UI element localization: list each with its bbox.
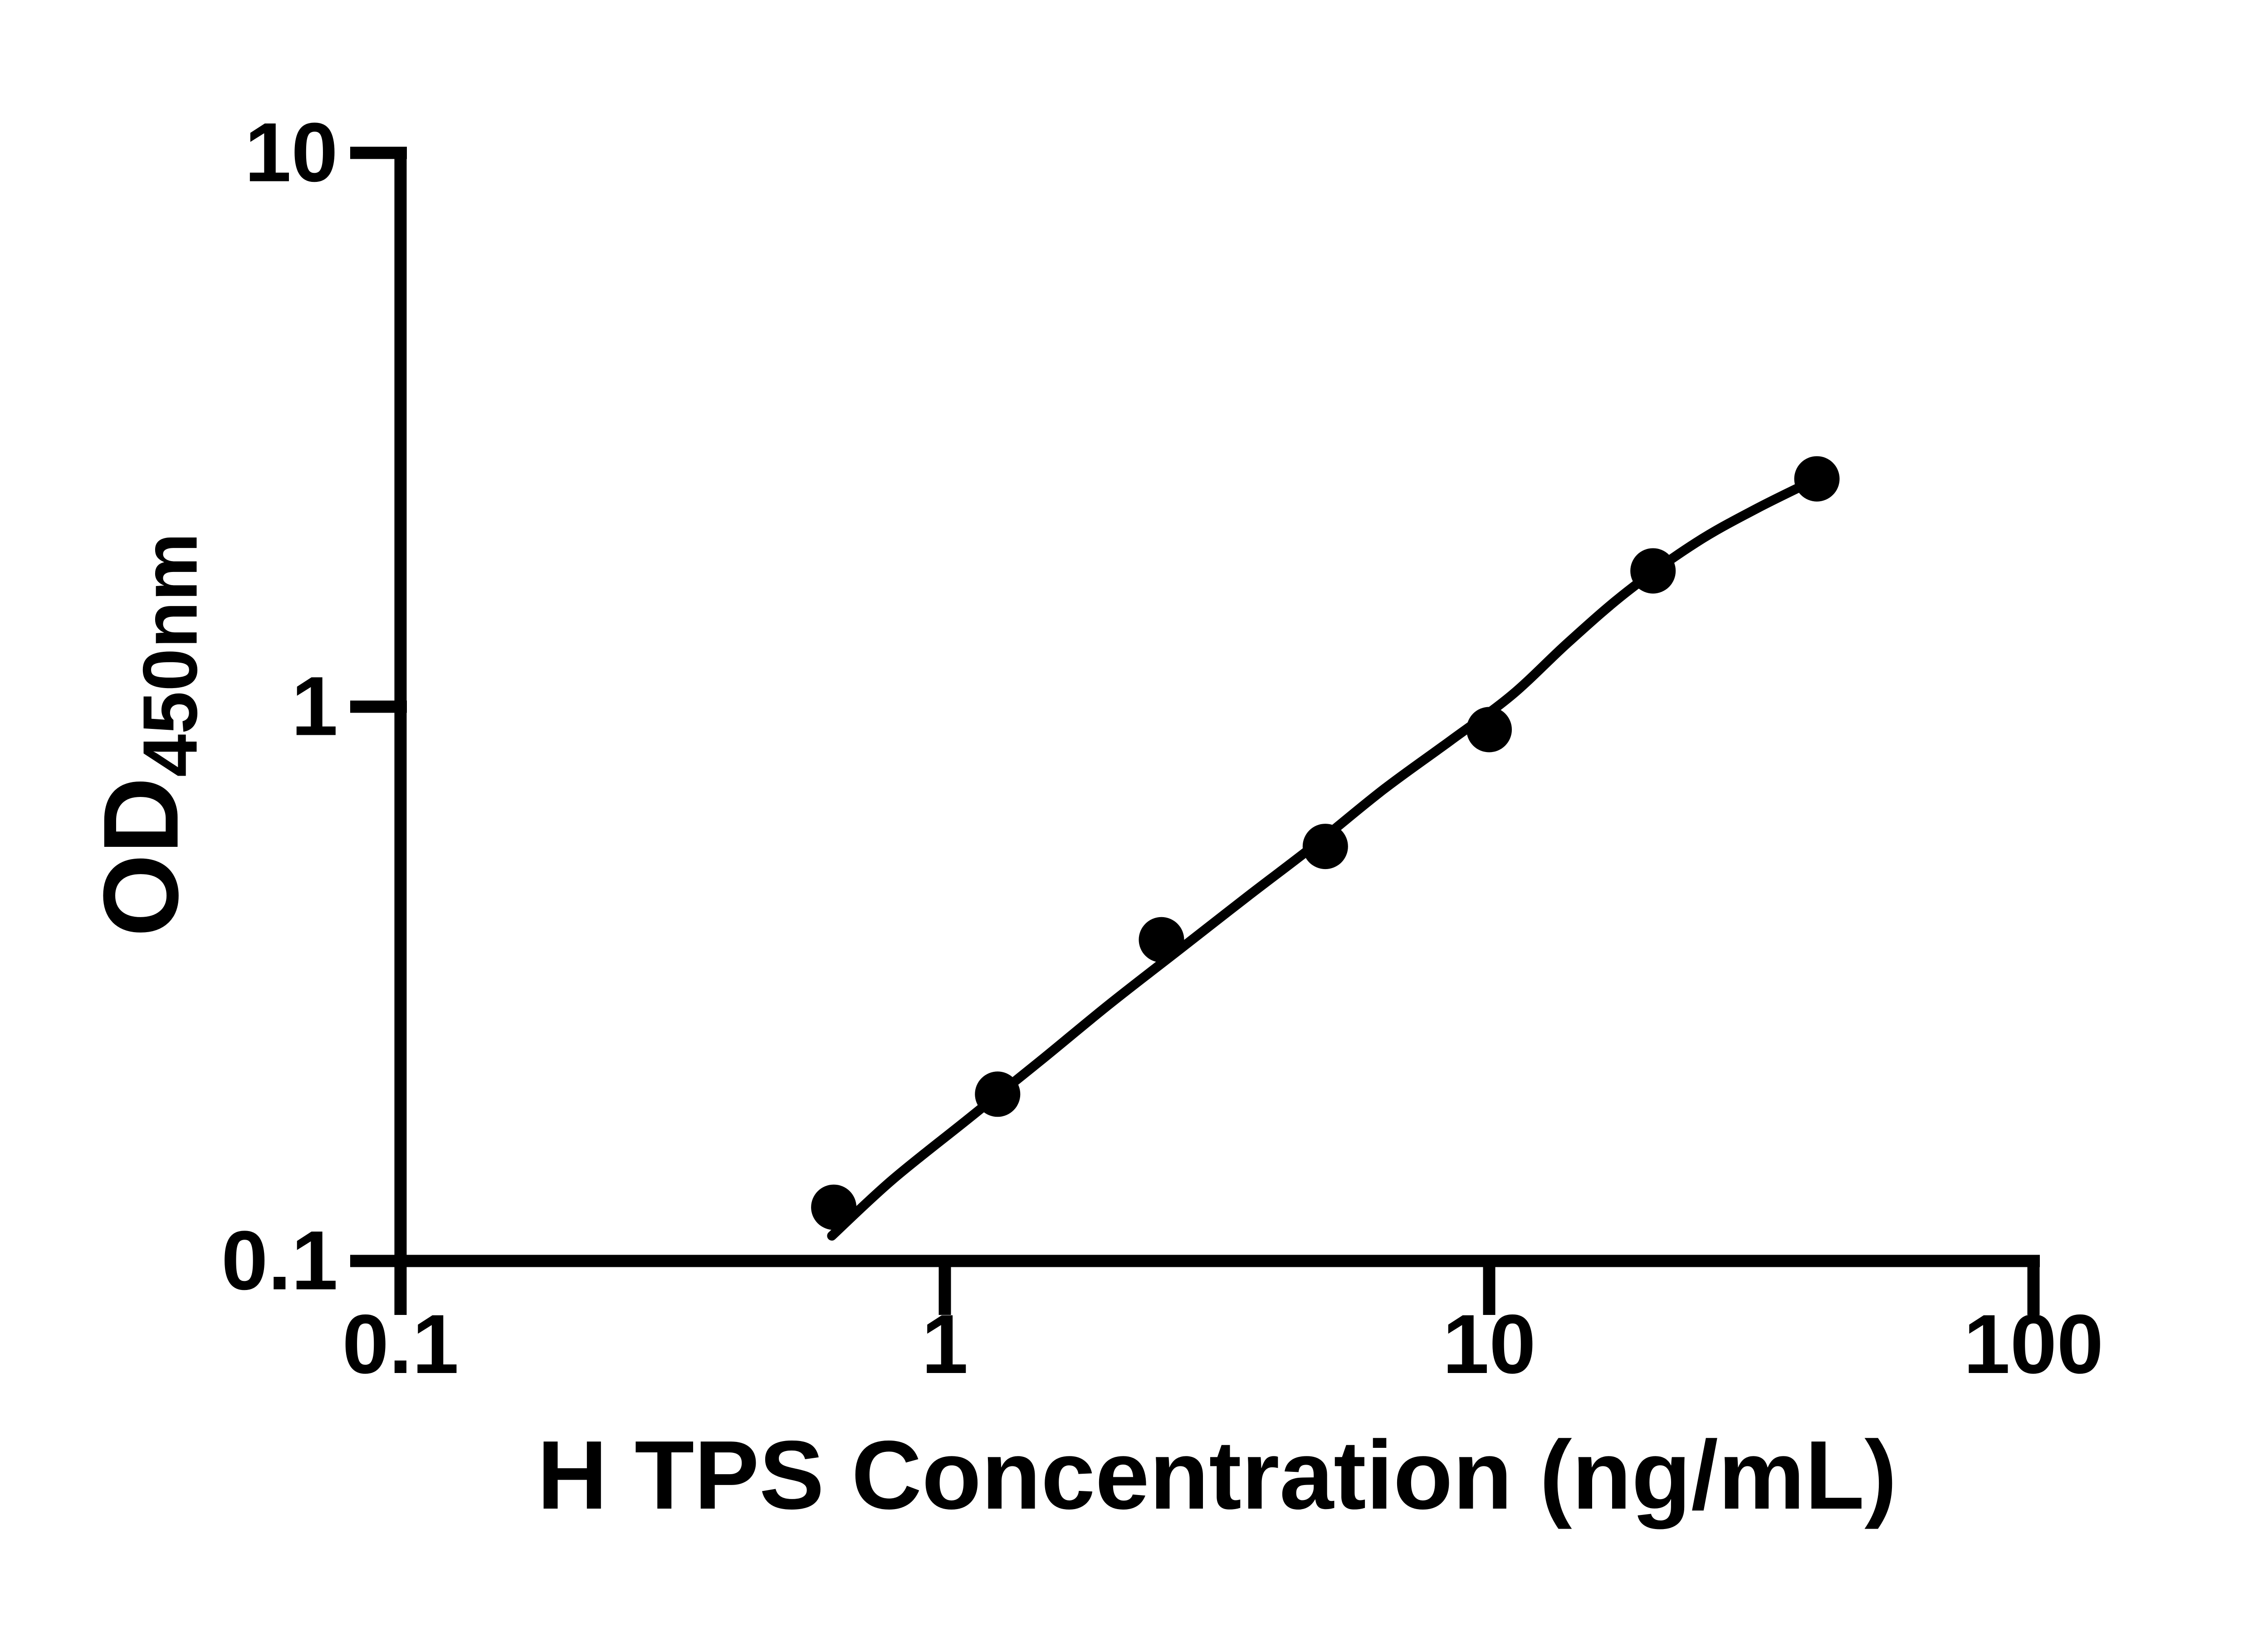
data-point bbox=[1794, 456, 1840, 502]
data-point bbox=[975, 1071, 1021, 1117]
x-tick-label: 10 bbox=[1442, 1298, 1536, 1391]
data-point bbox=[811, 1184, 857, 1230]
data-point bbox=[1139, 917, 1184, 963]
y-tick-label: 1 bbox=[291, 660, 338, 753]
y-tick-label: 0.1 bbox=[221, 1214, 338, 1308]
plot-marks bbox=[811, 456, 1840, 1241]
data-point bbox=[1630, 548, 1676, 594]
x-tick-label: 1 bbox=[921, 1298, 968, 1391]
y-axis-title: OD450nm bbox=[81, 533, 214, 937]
y-axis-title-subscript: 450nm bbox=[127, 533, 214, 777]
data-point bbox=[1466, 707, 1512, 752]
y-axis-title-base: OD bbox=[81, 777, 200, 937]
y-tick-label: 10 bbox=[244, 106, 338, 200]
x-tick-label: 0.1 bbox=[342, 1298, 459, 1391]
x-tick-label: 100 bbox=[1963, 1298, 2104, 1391]
x-axis-title: H TPS Concentration (ng/mL) bbox=[537, 1420, 1897, 1529]
data-point bbox=[1302, 824, 1348, 870]
